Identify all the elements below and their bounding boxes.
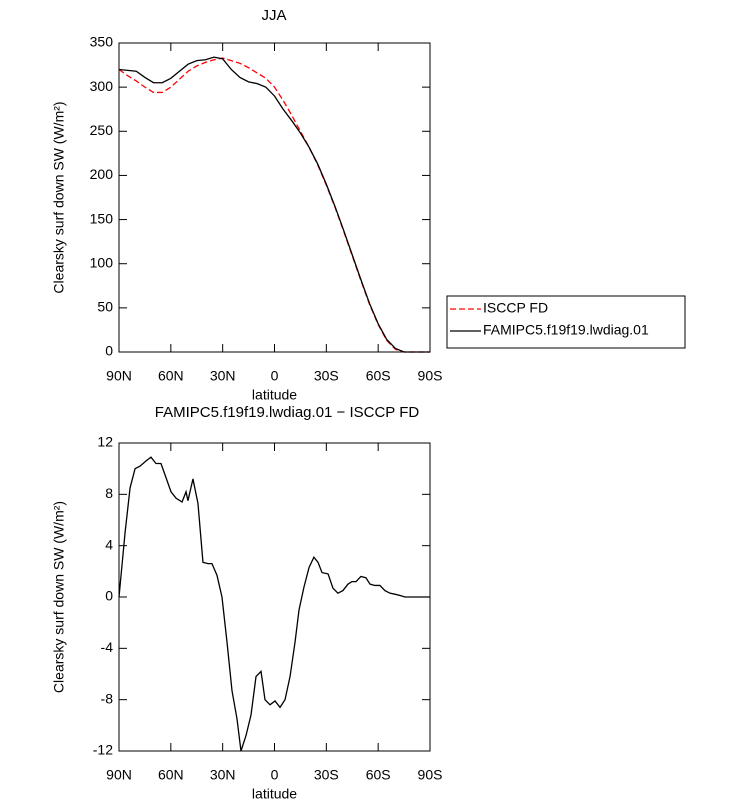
x-tick-label: 90S: [418, 767, 443, 783]
y-tick-label: 300: [90, 78, 114, 94]
x-tick-label: 30N: [210, 767, 236, 783]
data-line: [118, 56, 430, 353]
y-tick-label: -12: [93, 742, 113, 758]
x-tick-label: 0: [271, 767, 279, 783]
x-tick-label: 90S: [418, 368, 443, 384]
x-axis-label: latitude: [252, 786, 297, 802]
y-tick-label: -4: [101, 639, 114, 655]
y-tick-label: 350: [90, 34, 114, 50]
x-tick-label: 60S: [366, 368, 391, 384]
y-tick-label: 50: [97, 299, 113, 315]
x-tick-label: 60N: [158, 767, 184, 783]
y-tick-label: 12: [97, 434, 113, 450]
chart-title: JJA: [261, 7, 286, 24]
x-axis-label: latitude: [252, 387, 297, 403]
chart-title: FAMIPC5.f19f19.lwdiag.01 − ISCCP FD: [155, 404, 420, 421]
x-tick-label: 60S: [366, 767, 391, 783]
legend-label: ISCCP FD: [483, 300, 548, 316]
data-line: [118, 57, 430, 353]
y-tick-label: 8: [105, 485, 113, 501]
x-tick-label: 90N: [106, 368, 132, 384]
y-tick-label: 200: [90, 166, 114, 182]
x-tick-label: 90N: [106, 767, 132, 783]
y-tick-label: 0: [105, 343, 113, 359]
y-tick-label: 150: [90, 210, 114, 226]
x-tick-label: 30N: [210, 368, 236, 384]
plot-frame: [118, 442, 431, 752]
legend-label: FAMIPC5.f19f19.lwdiag.01: [483, 322, 649, 338]
y-axis-label: Clearsky surf down SW (W/m²): [51, 501, 67, 693]
x-tick-label: 30S: [314, 368, 339, 384]
y-tick-label: 0: [105, 588, 113, 604]
x-tick-label: 0: [271, 368, 279, 384]
plot-frame: [118, 42, 431, 353]
legend-box: [446, 295, 686, 349]
y-axis-label: Clearsky surf down SW (W/m²): [51, 101, 67, 293]
x-tick-label: 30S: [314, 767, 339, 783]
y-tick-label: 250: [90, 122, 114, 138]
y-tick-label: 100: [90, 254, 114, 270]
data-line: [118, 456, 430, 752]
x-tick-label: 60N: [158, 368, 184, 384]
y-tick-label: -8: [101, 690, 114, 706]
y-tick-label: 4: [105, 536, 113, 552]
